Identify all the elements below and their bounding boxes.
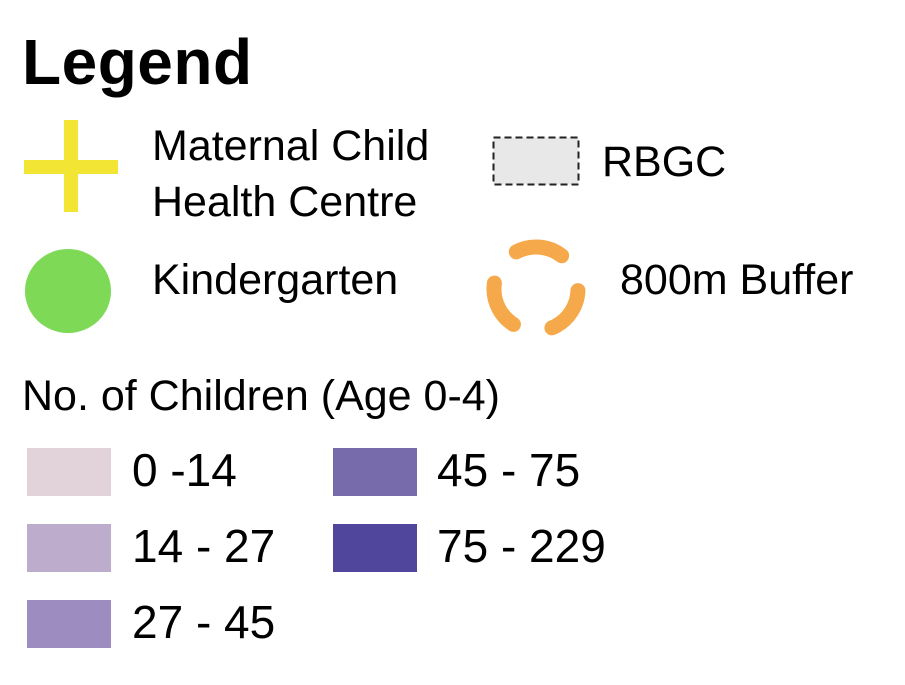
kindergarten-label: Kindergarten — [152, 256, 399, 304]
circle-icon — [24, 248, 112, 334]
class-swatch-14-27 — [27, 524, 111, 572]
plus-icon — [24, 120, 118, 212]
buffer-800m-label: 800m Buffer — [620, 256, 854, 304]
children-heading: No. of Children (Age 0-4) — [22, 372, 500, 420]
maternal-child-health-centre-label: Maternal Child Health Centre — [152, 122, 430, 226]
legend-title: Legend — [22, 26, 253, 98]
dashed-ring-icon — [480, 236, 592, 342]
class-label-27-45: 27 - 45 — [132, 596, 276, 648]
class-label-0-14: 0 -14 — [132, 444, 237, 496]
class-swatch-0-14 — [27, 448, 111, 496]
class-label-45-75: 45 - 75 — [437, 444, 581, 496]
class-label-75-229: 75 - 229 — [437, 520, 606, 572]
dashed-rectangle-icon — [492, 136, 580, 186]
class-swatch-45-75 — [333, 448, 417, 496]
class-swatch-27-45 — [27, 600, 111, 648]
class-swatch-75-229 — [333, 524, 417, 572]
class-label-14-27: 14 - 27 — [132, 520, 276, 572]
rbgc-label: RBGC — [602, 138, 727, 186]
